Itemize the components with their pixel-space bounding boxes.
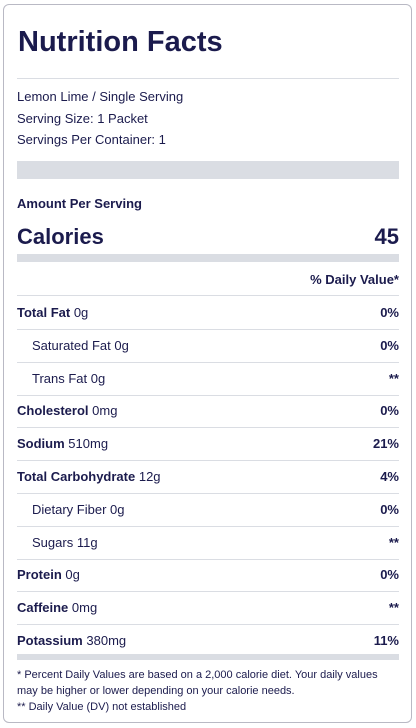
calories-value: 45 (374, 224, 399, 249)
title: Nutrition Facts (18, 26, 223, 58)
daily-value: 11% (373, 633, 399, 648)
nutrient: Sodium 510mg (17, 434, 108, 454)
nutrition-label (3, 4, 412, 723)
nutrient-name: Sodium (17, 436, 65, 452)
nutrient: Dietary Fiber 0g (32, 500, 125, 520)
nutrient-row: Total Carbohydrate 12g 4% (17, 467, 399, 487)
info-line: Lemon Lime / Single Serving (17, 89, 184, 104)
nutrient-amount: 0g (65, 567, 80, 583)
separator (17, 394, 399, 396)
daily-value: 0% (380, 403, 399, 419)
nutrient-row: Total Fat 0g 0% (17, 303, 399, 323)
nutrient-name: Caffeine (17, 600, 69, 616)
info-line: Serving Size: 1 Packet (17, 110, 148, 126)
separator (17, 78, 399, 79)
nutrient-amount: 380mg (86, 633, 127, 648)
daily-value: ** (388, 534, 399, 550)
nutrient: Total Fat 0g (17, 303, 88, 323)
footnotes: * Percent Daily Values are based on a 2,… (17, 667, 399, 715)
separator (17, 295, 399, 296)
nutrient-amount: 0mg (71, 600, 98, 616)
daily-value: 4% (380, 469, 399, 484)
nutrient-amount: 0g (90, 370, 106, 386)
separator (17, 493, 399, 494)
nutrient: Total Carbohydrate 12g (17, 467, 161, 487)
daily-value: ** (388, 600, 399, 616)
nutrient: Cholesterol 0mg (17, 401, 117, 421)
footnote: * Percent Daily Values are based on a 2,… (17, 669, 378, 697)
nutrient-name: Trans Fat (32, 370, 88, 386)
nutrient-amount: 0g (114, 337, 129, 353)
nutrient: Trans Fat 0g (32, 369, 105, 389)
daily-value: 0% (380, 567, 399, 583)
daily-value: 0% (380, 305, 399, 320)
nutrient-row: Sugars 11g ** (17, 533, 399, 553)
amount-heading: Amount Per Serving (17, 196, 142, 211)
nutrient-row: Protein 0g 0% (17, 565, 399, 585)
nutrient-row: Cholesterol 0mg 0% (17, 401, 399, 421)
nutrient-name: Total Fat (17, 305, 71, 320)
dv-heading: % Daily Value* (310, 272, 399, 287)
divider-bar (17, 161, 399, 179)
nutrient: Caffeine 0mg (17, 598, 97, 618)
nutrient-name: Saturated Fat (32, 337, 111, 353)
nutrient-row: Caffeine 0mg ** (17, 598, 399, 618)
daily-value: ** (388, 370, 399, 386)
daily-value: 21% (372, 436, 399, 452)
nutrient-amount: 12g (138, 469, 161, 484)
nutrient: Protein 0g (17, 565, 80, 585)
separator (17, 624, 399, 626)
daily-value: 0% (380, 337, 399, 353)
nutrient: Saturated Fat 0g (32, 336, 129, 356)
nutrient-row: Potassium 380mg 11% (17, 631, 399, 651)
divider-bar (17, 654, 399, 660)
footnote: ** Daily Value (DV) not established (17, 701, 187, 713)
nutrient-amount: 0g (73, 305, 89, 320)
separator (17, 525, 399, 527)
nutrient: Sugars 11g (32, 533, 98, 553)
nutrient: Potassium 380mg (17, 631, 126, 651)
nutrient-amount: 11g (76, 534, 98, 550)
nutrient-amount: 510mg (68, 436, 109, 452)
separator (17, 427, 399, 429)
nutrient-row: Dietary Fiber 0g 0% (17, 500, 399, 520)
nutrient-name: Sugars (32, 534, 74, 550)
separator (17, 329, 399, 330)
nutrient-name: Potassium (17, 633, 83, 648)
divider-bar (17, 254, 399, 262)
calories-label: Calories (17, 224, 104, 249)
separator (17, 460, 399, 462)
nutrient-name: Total Carbohydrate (17, 469, 136, 484)
separator (17, 591, 399, 593)
daily-value: 0% (380, 501, 399, 517)
nutrient-name: Dietary Fiber (32, 501, 107, 517)
nutrient-amount: 0mg (92, 403, 118, 419)
nutrient-name: Protein (17, 567, 62, 583)
separator (17, 558, 399, 560)
nutrient-row: Saturated Fat 0g 0% (17, 336, 399, 356)
nutrient-row: Trans Fat 0g ** (17, 369, 399, 389)
nutrient-name: Cholesterol (17, 403, 89, 419)
nutrient-amount: 0g (110, 501, 125, 517)
nutrient-row: Sodium 510mg 21% (17, 434, 399, 454)
separator (17, 361, 399, 363)
info-line: Servings Per Container: 1 (17, 132, 166, 147)
